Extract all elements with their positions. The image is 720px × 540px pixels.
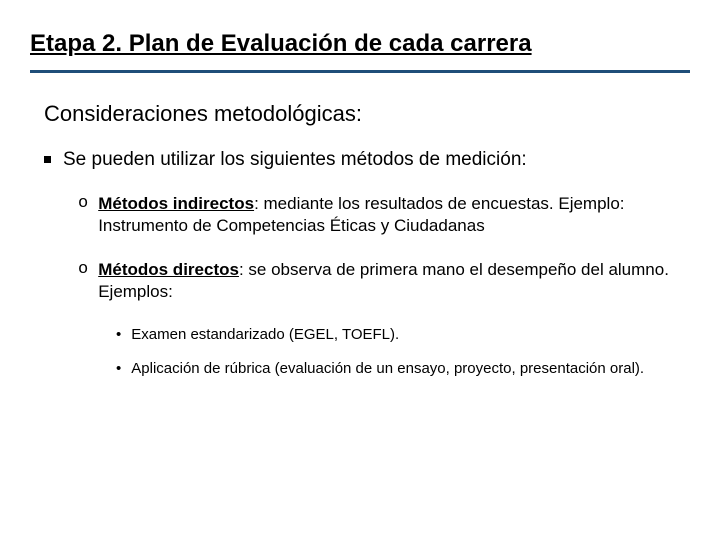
bullet-level-1: Se pueden utilizar los siguientes método… [44,149,690,171]
subtitle: Consideraciones metodológicas: [44,101,690,127]
slide-title: Etapa 2. Plan de Evaluación de cada carr… [30,30,690,58]
level2-text: Métodos directos: se observa de primera … [98,259,690,303]
circle-bullet-icon: o [78,259,88,281]
level2-text: Métodos indirectos: mediante los resulta… [98,193,690,237]
slide: Etapa 2. Plan de Evaluación de cada carr… [0,0,720,540]
method-label: Métodos directos [98,260,239,279]
dot-bullet-icon: • [116,359,121,379]
square-bullet-icon [44,156,51,163]
circle-bullet-icon: o [78,193,88,215]
level1-text: Se pueden utilizar los siguientes método… [63,149,527,171]
method-label: Métodos indirectos [98,194,254,213]
list-item: • Examen estandarizado (EGEL, TOEFL). [116,325,690,345]
bullet-level-2: o Métodos indirectos: mediante los resul… [78,193,690,303]
bullet-level-3: • Examen estandarizado (EGEL, TOEFL). • … [116,325,690,379]
list-item: o Métodos directos: se observa de primer… [78,259,690,303]
dot-bullet-icon: • [116,325,121,345]
title-rule [30,70,690,73]
level3-text: Examen estandarizado (EGEL, TOEFL). [131,325,399,345]
list-item: o Métodos indirectos: mediante los resul… [78,193,690,237]
list-item: Se pueden utilizar los siguientes método… [44,149,690,171]
level3-text: Aplicación de rúbrica (evaluación de un … [131,359,644,379]
list-item: • Aplicación de rúbrica (evaluación de u… [116,359,690,379]
